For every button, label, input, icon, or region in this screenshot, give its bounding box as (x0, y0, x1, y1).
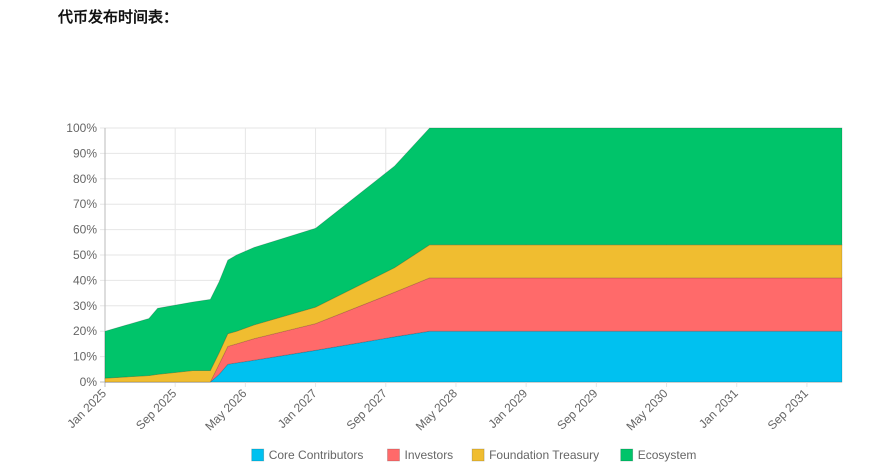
x-tick-label: Jan 2029 (485, 386, 530, 431)
x-tick-label: Jan 2025 (64, 386, 109, 431)
x-tick-label: Sep 2025 (133, 386, 179, 432)
y-tick-label: 50% (73, 248, 97, 262)
y-tick-label: 80% (73, 172, 97, 186)
y-tick-label: 20% (73, 324, 97, 338)
y-tick-label: 0% (80, 375, 98, 389)
legend-item[interactable]: Foundation Treasury (471, 448, 599, 462)
y-tick-label: 10% (73, 350, 97, 364)
x-tick-label: Sep 2031 (765, 386, 811, 432)
legend-label: Ecosystem (638, 448, 697, 462)
y-tick-label: 70% (73, 197, 97, 211)
page-title: 代币发布时间表： (58, 8, 179, 26)
chart-areas (104, 127, 843, 383)
y-tick-label: 100% (66, 121, 97, 135)
x-tick-label: May 2028 (413, 386, 460, 433)
legend-label: Foundation Treasury (489, 448, 599, 462)
x-tick-label: Sep 2029 (554, 386, 600, 432)
x-tick-label: Sep 2027 (344, 386, 390, 432)
legend-item[interactable]: Core Contributors (251, 448, 364, 462)
y-tick-label: 40% (73, 273, 97, 287)
legend-item[interactable]: Ecosystem (620, 448, 697, 462)
y-tick-label: 90% (73, 146, 97, 160)
legend-swatch (620, 448, 634, 462)
legend-item[interactable]: Investors (387, 448, 454, 462)
x-tick-label: Jan 2031 (696, 386, 741, 431)
x-tick-label: May 2026 (202, 386, 249, 433)
chart-legend: Core Contributors Investors Foundation Tre… (251, 448, 697, 462)
area-ecosystem (104, 127, 843, 379)
y-tick-label: 60% (73, 223, 97, 237)
x-tick-label: Jan 2027 (275, 386, 320, 431)
legend-label: Core Contributors (269, 448, 364, 462)
x-tick-label: May 2030 (623, 386, 670, 433)
legend-swatch (387, 448, 400, 462)
legend-label: Investors (405, 448, 454, 462)
legend-swatch (471, 448, 485, 462)
y-tick-label: 30% (73, 299, 97, 313)
legend-swatch (251, 448, 265, 462)
